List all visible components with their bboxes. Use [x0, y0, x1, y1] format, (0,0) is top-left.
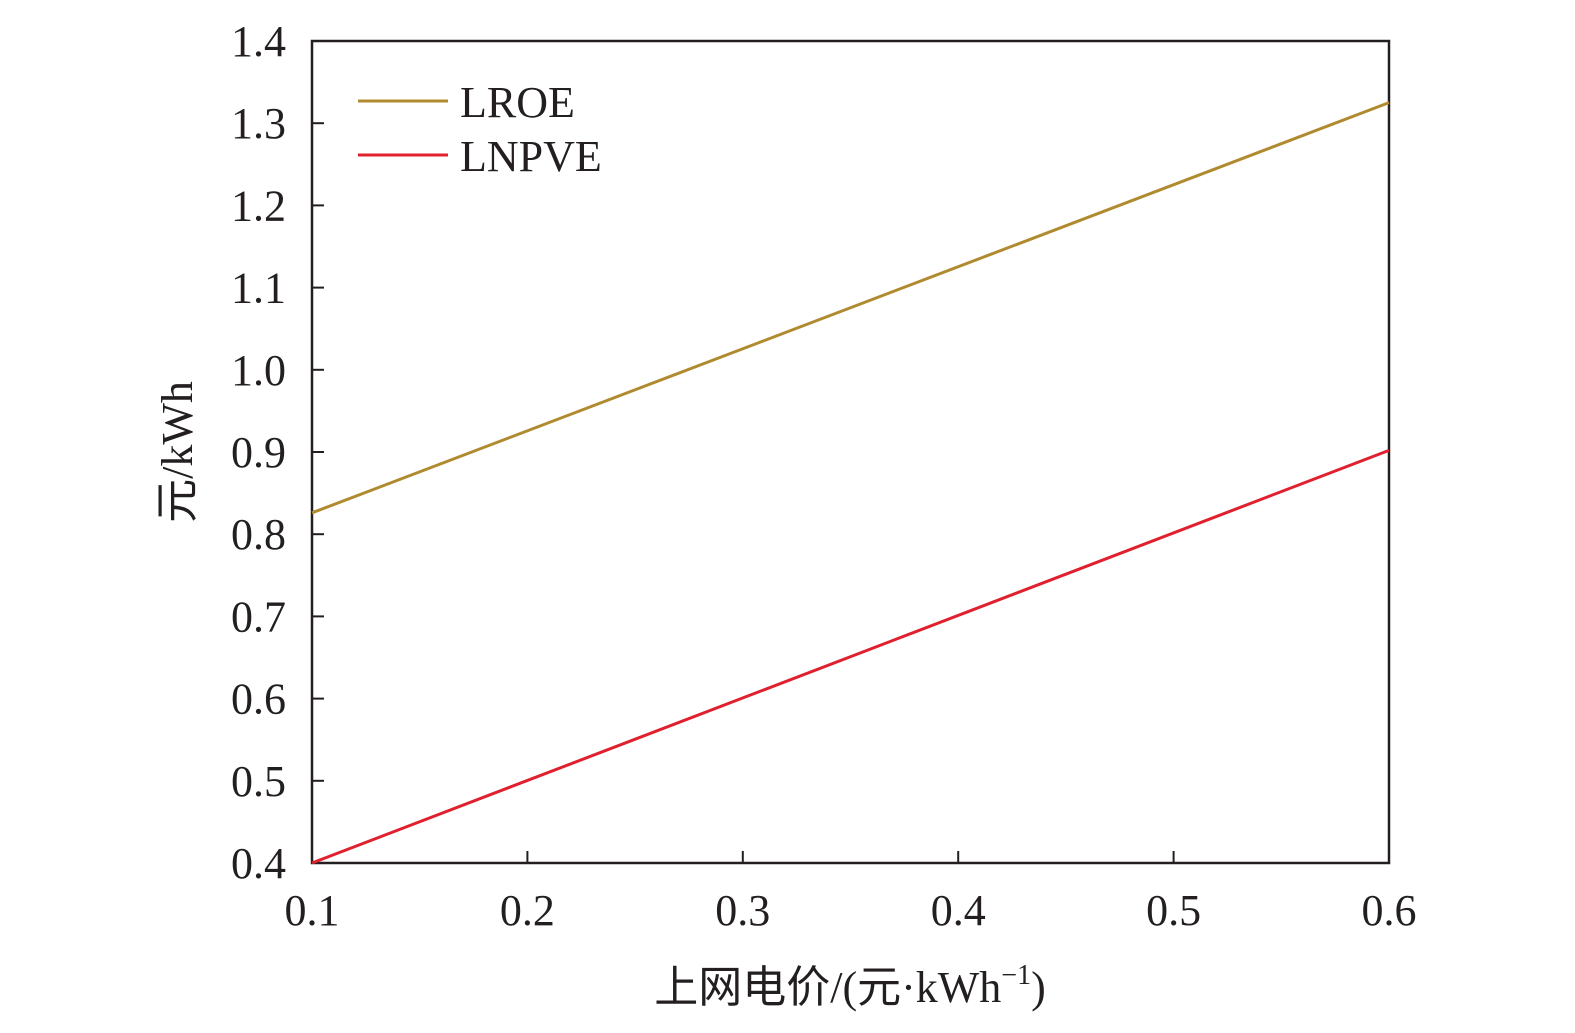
y-tick-label: 0.8 — [231, 510, 286, 559]
y-tick-label: 0.5 — [231, 757, 286, 806]
y-tick-label: 1.3 — [231, 99, 286, 148]
series-line-lroe — [311, 101, 1390, 515]
x-axis-label-close: ) — [1031, 963, 1046, 1012]
x-tick-label: 0.1 — [285, 886, 340, 935]
x-tick-label: 0.3 — [715, 886, 770, 935]
x-axis-label-main: 上网电价/(元·kWh — [654, 963, 1001, 1012]
y-tick-label: 1.2 — [231, 181, 286, 230]
axis-ticks: 0.1 0.2 0.3 0.4 0.5 0.6 0.4 0.5 0.6 0.7 0.8 0.9 1.0 1… — [231, 17, 1417, 935]
y-axis-label: 元/kWh — [153, 381, 202, 523]
y-tick-label: 1.0 — [231, 346, 286, 395]
x-tick-label: 0.4 — [931, 886, 986, 935]
x-tick-label: 0.5 — [1146, 886, 1201, 935]
y-tick-label: 0.6 — [231, 675, 286, 724]
y-tick-label: 0.4 — [231, 839, 286, 888]
series-layer — [311, 101, 1390, 865]
y-tick-label: 0.9 — [231, 428, 286, 477]
x-tick-label: 0.2 — [500, 886, 555, 935]
y-tick-label: 0.7 — [231, 592, 286, 641]
legend-label-lnpve: LNPVE — [460, 132, 602, 181]
x-tick-label: 0.6 — [1362, 886, 1417, 935]
x-axis-label: 上网电价/(元·kWh−1) — [654, 960, 1046, 1012]
legend: LROE LNPVE — [358, 78, 602, 181]
x-axis-label-superscript: −1 — [1001, 960, 1031, 991]
legend-label-lroe: LROE — [460, 78, 575, 127]
y-tick-label: 1.1 — [231, 264, 286, 313]
series-line-lnpve — [311, 448, 1390, 865]
y-tick-label: 1.4 — [231, 17, 286, 66]
